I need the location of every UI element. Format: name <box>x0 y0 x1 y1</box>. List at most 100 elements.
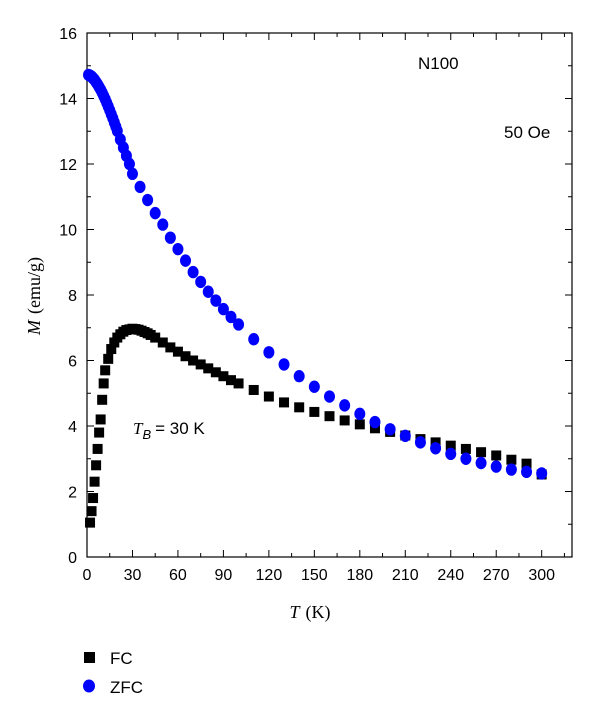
data-point-fc <box>100 365 111 376</box>
data-point-fc <box>460 443 471 454</box>
data-point-zfc <box>399 429 411 443</box>
data-point-zfc <box>123 157 135 171</box>
data-point-fc <box>354 419 365 430</box>
data-point-fc <box>98 378 109 389</box>
data-point-fc <box>233 378 244 389</box>
data-point-zfc <box>430 442 442 455</box>
data-point-fc <box>225 375 236 386</box>
data-point-zfc <box>149 206 161 220</box>
data-point-zfc <box>248 333 260 346</box>
data-point-fc <box>506 454 517 465</box>
data-point-fc <box>180 351 191 362</box>
y-tick-label: 12 <box>59 157 77 174</box>
data-point-zfc <box>308 380 320 393</box>
data-point-fc <box>195 359 206 370</box>
x-tick-label: 210 <box>392 567 419 584</box>
data-point-zfc <box>164 231 176 244</box>
blocking-value: = 30 K <box>155 419 205 438</box>
data-point-fc <box>103 353 114 364</box>
data-point-fc <box>294 402 305 413</box>
sample-label: N100 <box>418 54 459 73</box>
data-point-zfc <box>369 415 381 429</box>
data-point-fc <box>86 506 97 517</box>
data-point-fc <box>95 414 106 425</box>
x-tick-label: 270 <box>483 567 510 584</box>
data-point-fc <box>157 337 168 348</box>
data-point-zfc <box>354 407 366 421</box>
data-point-fc <box>94 427 105 438</box>
x-tick-label: 0 <box>83 567 92 584</box>
x-tick-label: 90 <box>215 567 233 584</box>
data-point-zfc <box>339 399 351 412</box>
legend-marker-fc <box>84 652 95 663</box>
data-point-zfc <box>195 275 207 289</box>
data-point-fc <box>165 342 176 353</box>
data-point-fc <box>445 440 456 451</box>
data-point-fc <box>476 447 487 458</box>
data-point-fc <box>91 460 102 471</box>
x-tick-label: 30 <box>124 567 142 584</box>
data-point-fc <box>521 458 532 469</box>
y-axis-symbol: M <box>24 319 44 336</box>
y-tick-label: 14 <box>59 92 77 109</box>
x-tick-label: 180 <box>346 567 373 584</box>
data-point-fc <box>339 415 350 426</box>
data-point-zfc <box>142 193 154 207</box>
data-series <box>83 68 548 528</box>
data-point-fc <box>88 493 99 504</box>
series-zfc <box>83 68 548 480</box>
x-tick-label: 120 <box>256 567 283 584</box>
legend-label-zfc: ZFC <box>110 678 143 697</box>
y-tick-label: 8 <box>68 288 77 305</box>
data-point-zfc <box>202 285 214 298</box>
legend-label-fc: FC <box>110 649 133 668</box>
y-axis-unit: (emu/g) <box>24 257 45 314</box>
data-point-zfc <box>126 167 138 181</box>
data-point-fc <box>279 397 290 408</box>
data-point-zfc <box>505 463 517 476</box>
data-point-zfc <box>180 254 192 267</box>
blocking-temperature-label: TB = 30 K <box>133 419 205 442</box>
data-point-zfc <box>414 436 426 449</box>
data-point-fc <box>172 346 183 357</box>
legend: FC ZFC <box>83 649 143 697</box>
y-tick-label: 16 <box>59 26 77 43</box>
blocking-subscript: B <box>142 427 151 442</box>
data-point-zfc <box>233 318 245 331</box>
y-axis-label: M (emu/g) <box>24 257 45 336</box>
data-point-fc <box>324 411 335 422</box>
data-point-zfc <box>384 423 396 436</box>
data-point-fc <box>491 450 502 461</box>
x-axis-symbol: T <box>289 602 301 622</box>
y-tick-label: 4 <box>68 419 77 436</box>
y-tick-label: 6 <box>68 354 77 371</box>
data-point-fc <box>92 443 103 454</box>
data-point-fc <box>218 371 229 382</box>
data-point-fc <box>150 332 161 343</box>
data-point-zfc <box>490 460 502 473</box>
data-point-zfc <box>293 370 305 383</box>
data-point-fc <box>85 517 96 528</box>
data-point-fc <box>188 355 199 366</box>
data-point-zfc <box>475 456 487 470</box>
y-tick-label: 2 <box>68 485 77 502</box>
data-point-zfc <box>324 390 335 403</box>
blocking-symbol: T <box>133 419 144 438</box>
plot-frame <box>86 32 573 558</box>
data-point-zfc <box>157 218 169 231</box>
data-point-zfc <box>278 358 290 371</box>
data-point-zfc <box>210 294 222 307</box>
data-point-zfc <box>187 265 199 279</box>
data-point-fc <box>210 367 221 378</box>
plot-border <box>86 32 573 558</box>
y-tick-label: 10 <box>59 223 77 240</box>
data-point-zfc <box>460 452 472 465</box>
data-point-zfc <box>445 447 457 461</box>
x-tick-label: 300 <box>528 567 555 584</box>
data-point-fc <box>106 344 117 355</box>
y-tick-label: 0 <box>68 550 77 567</box>
data-point-zfc <box>536 467 548 480</box>
x-axis-unit: (K) <box>306 602 331 623</box>
x-axis-label: T (K) <box>289 602 330 623</box>
x-tick-label: 150 <box>301 567 328 584</box>
